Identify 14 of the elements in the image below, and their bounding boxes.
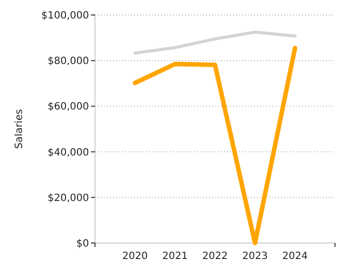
y-tick-label: $80,000 [48, 56, 89, 68]
line-series [134, 30, 296, 55]
y-tick-label: $40,000 [48, 147, 89, 158]
x-tick-label: 2021 [162, 251, 188, 262]
line-series [132, 46, 298, 246]
y-axis-title: Salaries [14, 109, 25, 149]
y-tick-label: $20,000 [48, 192, 89, 204]
x-tick-label: 2024 [282, 251, 308, 262]
y-tick-label: $100,000 [41, 10, 89, 22]
x-tick-label: 2022 [202, 251, 228, 262]
x-tick-label: 2023 [242, 251, 268, 262]
y-tick-label: $60,000 [48, 102, 89, 113]
y-tick-label: $0 [76, 238, 89, 250]
x-tick-label: 2020 [122, 251, 148, 262]
